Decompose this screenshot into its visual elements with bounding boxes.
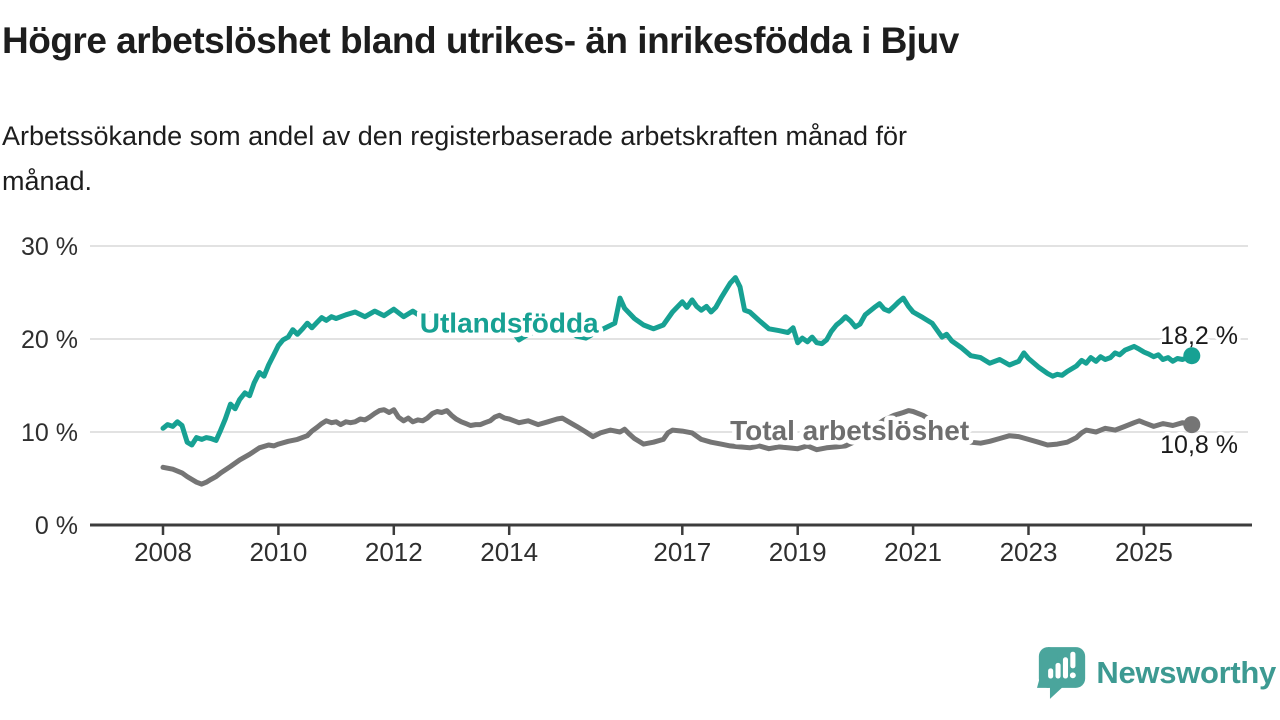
logo-exclamation-bar [1070,651,1076,669]
logo-bubble-left [1039,647,1058,688]
x-axis-label-2012: 2012 [365,537,423,567]
x-axis-label-2014: 2014 [480,537,538,567]
chart-title: Högre arbetslöshet bland utrikes- än inr… [2,20,959,61]
y-axis-label-30: 30 % [21,233,78,261]
x-axis-label-2008: 2008 [134,537,192,567]
logo-bar-2 [1055,662,1062,679]
total-arbetsloshet-line [160,407,1195,487]
logo-bubble-tail [1050,685,1065,699]
y-axis-label-10: 10 % [21,419,78,447]
utlandsfodda-series-label: Utlandsfödda [420,307,599,338]
newsworthy-logo-text: Newsworthy [1096,655,1276,690]
x-axis-label-2017: 2017 [653,537,711,567]
logo-exclamation-dot [1070,672,1077,679]
total-arbetsloshet-end-value-label: 10,8 % [1160,431,1238,459]
y-axis-label-20: 20 % [21,326,78,354]
x-axis-label-2023: 2023 [1000,537,1058,567]
logo-bar-1 [1048,668,1054,679]
x-axis-label-2019: 2019 [769,537,827,567]
line-chart: 0 % 10 % 20 % 30 % 2008 2010 2012 2014 2017 2019 2… [21,233,1252,567]
utlandsfodda-end-value-label: 18,2 % [1160,322,1238,350]
x-axis-label-2010: 2010 [249,537,307,567]
logo-bar-3 [1063,657,1069,679]
total-arbetsloshet-series-label: Total arbetslöshet [730,415,969,446]
x-axis-label-2025: 2025 [1115,537,1173,567]
chart-subtitle: Arbetssökande som andel av den registerb… [2,121,908,196]
utlandsfodda-end-dot [1183,347,1201,365]
newsworthy-logo-icon [1037,647,1086,699]
newsworthy-logo: Newsworthy [1037,645,1276,701]
line-chart-area: 0 % 10 % 20 % 30 % 2008 2010 2012 2014 2017 2019 2… [0,225,1280,585]
total-arbetsloshet-end-dot [1183,416,1201,434]
utlandsfodda-line [160,275,1195,448]
y-axis-label-0: 0 % [35,512,78,540]
x-axis-label-2021: 2021 [884,537,942,567]
